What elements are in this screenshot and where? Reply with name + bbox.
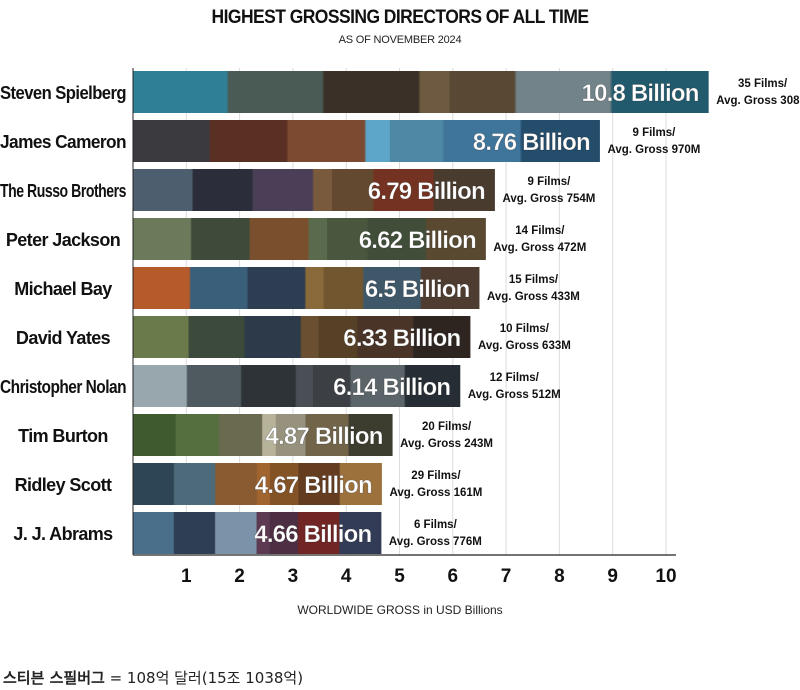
- bar: [133, 169, 495, 211]
- bar: [133, 365, 461, 407]
- category-label: J. J. Abrams: [13, 524, 113, 544]
- annotation-avg-gross: Avg. Gross 161M: [389, 487, 482, 499]
- annotation-films: 29 Films/: [411, 470, 461, 482]
- annotation-avg-gross: Avg. Gross 512M: [468, 389, 561, 401]
- chart-title: HIGHEST GROSSING DIRECTORS OF ALL TIME: [211, 7, 589, 28]
- x-tick-label: 10: [655, 566, 676, 587]
- category-label: Tim Burton: [18, 426, 108, 446]
- tick-layer: 1 2 3 4 5 6 7 8 9 10: [181, 566, 677, 587]
- x-tick-label: 2: [234, 566, 245, 587]
- category-label: Steven Spielberg: [0, 83, 126, 103]
- bar-shade: [327, 218, 486, 260]
- x-tick-label: 7: [501, 566, 512, 587]
- annotation-films: 6 Films/: [414, 519, 458, 531]
- annotation-films: 35 Films/: [738, 78, 788, 90]
- bar-shade: [275, 414, 393, 456]
- label-layer: Steven Spielberg 10.8 Billion 35 Films/Avg…: [0, 78, 800, 548]
- annotation-avg-gross: Avg. Gross 243M: [400, 438, 493, 450]
- bar-chart: Steven Spielberg 10.8 Billion 35 Films/Avg…: [0, 68, 800, 617]
- bar-shade: [318, 316, 471, 358]
- annotation-films: 20 Films/: [422, 421, 472, 433]
- x-tick-label: 5: [394, 566, 405, 587]
- annotation-films: 15 Films/: [509, 274, 559, 286]
- bar: [133, 463, 382, 505]
- footnote-name: 스티븐 스필버그: [3, 669, 105, 687]
- bar-value-label: 4.87 Billion: [265, 423, 382, 450]
- annotation-avg-gross: Avg. Gross 633M: [478, 340, 571, 352]
- x-tick-label: 3: [288, 566, 299, 587]
- bar-value-label: 6.5 Billion: [365, 276, 470, 303]
- x-tick-label: 4: [341, 566, 352, 587]
- chart-subtitle: AS OF NOVEMBER 2024: [338, 34, 462, 46]
- bar-shade: [269, 512, 382, 554]
- bar: [133, 218, 486, 260]
- bar-layer: [133, 71, 709, 554]
- bar-value-label: 6.14 Billion: [333, 374, 450, 401]
- x-tick-label: 6: [448, 566, 459, 587]
- x-axis-label: WORLDWIDE GROSS in USD Billions: [297, 603, 502, 617]
- annotation-avg-gross: Avg. Gross 472M: [493, 242, 586, 254]
- bar-value-label: 6.33 Billion: [343, 325, 460, 352]
- annotation-avg-gross: Avg. Gross 308M: [716, 95, 800, 107]
- bar-value-label: 6.79 Billion: [368, 178, 485, 205]
- bar: [133, 316, 471, 358]
- bar-shade: [269, 463, 382, 505]
- category-label: Peter Jackson: [6, 230, 120, 250]
- annotation-avg-gross: Avg. Gross 970M: [607, 144, 700, 156]
- bar-shade: [332, 169, 495, 211]
- category-label: Ridley Scott: [15, 475, 112, 495]
- bar-shade: [312, 365, 461, 407]
- category-label: David Yates: [16, 328, 111, 348]
- footnote-text: = 108억 달러(15조 1038억): [104, 669, 304, 687]
- annotation-avg-gross: Avg. Gross 754M: [502, 193, 595, 205]
- annotation-films: 9 Films/: [632, 127, 676, 139]
- x-tick-label: 1: [181, 566, 192, 587]
- bar-value-label: 6.62 Billion: [359, 227, 476, 254]
- bar: [133, 71, 709, 113]
- bar-shade: [449, 71, 709, 113]
- bar-value-label: 4.67 Billion: [255, 472, 372, 499]
- annotation-films: 10 Films/: [500, 323, 550, 335]
- bar-shade: [323, 267, 480, 309]
- annotation-avg-gross: Avg. Gross 433M: [487, 291, 580, 303]
- bar-value-label: 10.8 Billion: [582, 80, 699, 107]
- bar: [133, 414, 393, 456]
- annotation-avg-gross: Avg. Gross 776M: [389, 536, 482, 548]
- footnote: 스티븐 스필버그 = 108억 달러(15조 1038억): [3, 667, 303, 688]
- bar: [133, 120, 600, 162]
- x-tick-label: 9: [607, 566, 618, 587]
- bar-value-label: 4.66 Billion: [254, 521, 371, 548]
- bar: [133, 267, 480, 309]
- category-label: The Russo Brothers: [0, 181, 126, 201]
- category-label: Christopher Nolan: [0, 377, 126, 397]
- x-tick-label: 8: [554, 566, 565, 587]
- bar-value-label: 8.76 Billion: [473, 129, 590, 156]
- annotation-films: 9 Films/: [527, 176, 571, 188]
- category-label: Michael Bay: [14, 279, 112, 299]
- category-label: James Cameron: [0, 132, 126, 152]
- annotation-films: 14 Films/: [515, 225, 565, 237]
- annotation-films: 12 Films/: [490, 372, 540, 384]
- bar: [133, 512, 382, 554]
- bar-shade: [389, 120, 600, 162]
